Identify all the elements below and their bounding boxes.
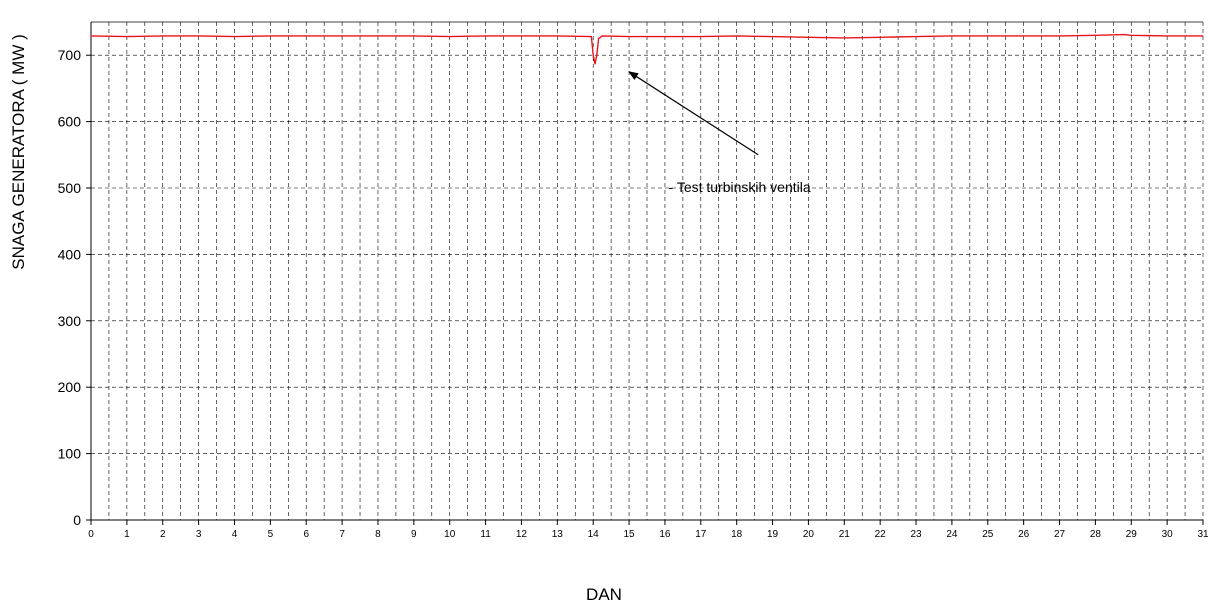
x-tick-label: 2 <box>160 529 166 540</box>
annotation-arrow <box>628 71 759 156</box>
y-tick-label: 200 <box>58 379 82 395</box>
x-tick-label: 14 <box>588 529 600 540</box>
data-point <box>341 35 343 37</box>
y-tick-label: 400 <box>58 246 82 262</box>
x-tick-label: 10 <box>444 529 456 540</box>
x-tick-label: 3 <box>196 529 202 540</box>
x-tick-label: 12 <box>516 529 528 540</box>
data-point <box>594 63 596 65</box>
data-point <box>590 36 593 38</box>
x-tick-label: 30 <box>1162 529 1174 540</box>
x-tick-label: 25 <box>982 529 994 540</box>
x-tick-label: 23 <box>910 529 922 540</box>
y-tick-label: 100 <box>58 446 82 462</box>
data-point <box>198 35 200 37</box>
data-point <box>126 36 128 38</box>
data-point <box>597 38 600 40</box>
data-point <box>305 35 307 37</box>
y-tick-label: 500 <box>58 180 82 196</box>
annotation-label: - Test turbinskih ventila <box>669 179 811 195</box>
series-line <box>90 33 1203 65</box>
x-tick-label: 8 <box>375 529 381 540</box>
data-point <box>1094 34 1096 36</box>
data-point <box>879 36 881 38</box>
data-point <box>484 35 487 37</box>
data-point <box>771 36 774 38</box>
data-point <box>233 36 236 38</box>
x-tick-label: 6 <box>303 529 309 540</box>
y-tick-label: 0 <box>73 512 81 528</box>
data-point <box>700 36 702 38</box>
x-tick-label: 0 <box>88 529 94 540</box>
data-point <box>1023 35 1025 37</box>
data-point <box>596 54 598 56</box>
y-tick-label: 600 <box>58 114 82 130</box>
data-point <box>843 37 845 39</box>
axes <box>86 21 1204 525</box>
data-point <box>556 35 558 37</box>
data-point <box>1058 35 1061 37</box>
data-point <box>269 35 271 37</box>
x-tick-label: 26 <box>1018 529 1030 540</box>
x-tick-label: 5 <box>268 529 274 540</box>
data-point <box>1130 34 1132 36</box>
x-tick-label: 15 <box>624 529 636 540</box>
data-point <box>807 36 810 38</box>
x-tick-label: 27 <box>1054 529 1066 540</box>
data-point <box>520 35 523 37</box>
series <box>90 33 1204 65</box>
x-tick-label: 22 <box>875 529 887 540</box>
data-point <box>449 36 451 38</box>
x-axis-title: DAN <box>586 585 622 604</box>
data-point <box>664 36 666 38</box>
data-point <box>1166 35 1168 37</box>
data-point <box>162 35 164 37</box>
data-point <box>1123 34 1125 36</box>
data-point <box>1202 35 1204 37</box>
x-tick-label: 17 <box>695 529 707 540</box>
x-tick-label: 1 <box>124 529 130 540</box>
x-tick-label: 7 <box>339 529 345 540</box>
grid <box>90 22 1204 520</box>
y-tick-label: 300 <box>58 313 82 329</box>
data-point <box>915 36 917 38</box>
x-tick-label: 24 <box>946 529 958 540</box>
y-axis-title: SNAGA GENERATORA ( MW ) <box>9 34 28 270</box>
x-tick-label: 18 <box>731 529 743 540</box>
data-point <box>90 35 92 37</box>
x-tick-label: 29 <box>1126 529 1138 540</box>
data-point <box>987 35 989 37</box>
data-point <box>592 54 594 56</box>
data-point <box>628 36 630 38</box>
data-point <box>601 35 603 37</box>
x-tick-label: 11 <box>480 529 491 540</box>
x-tick-label: 31 <box>1197 529 1208 540</box>
data-point <box>736 35 738 37</box>
x-tick-label: 16 <box>659 529 671 540</box>
x-tick-label: 28 <box>1090 529 1102 540</box>
x-tick-label: 19 <box>767 529 779 540</box>
x-tick-label: 13 <box>552 529 564 540</box>
x-tick-label: 20 <box>803 529 815 540</box>
x-tick-label: 4 <box>232 529 238 540</box>
data-point <box>413 35 415 37</box>
data-point <box>951 35 953 37</box>
annotations: - Test turbinskih ventila <box>628 71 811 195</box>
y-tick-label: 700 <box>58 47 82 63</box>
x-tick-label: 21 <box>839 529 851 540</box>
x-tick-label: 9 <box>411 529 417 540</box>
data-point <box>377 35 379 37</box>
